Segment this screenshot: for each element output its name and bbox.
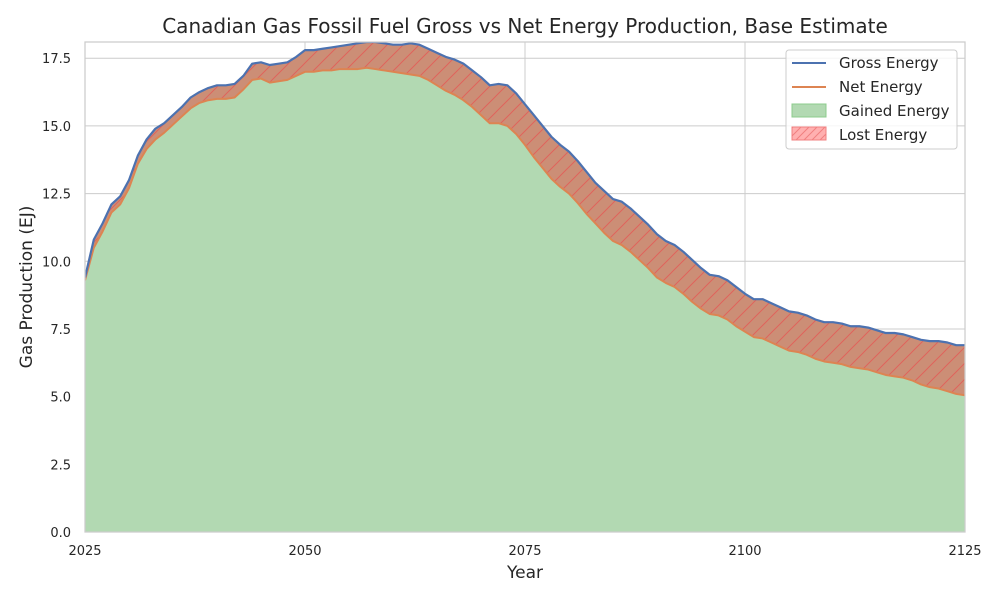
y-tick-label: 12.5 xyxy=(42,188,71,203)
y-tick-label: 2.5 xyxy=(50,458,71,473)
x-axis-label: Year xyxy=(506,563,543,583)
area-layer xyxy=(85,42,965,532)
y-axis-label: Gas Production (EJ) xyxy=(17,206,37,369)
legend-net-label: Net Energy xyxy=(839,78,923,96)
y-tick-label: 10.0 xyxy=(42,255,71,270)
line-layer xyxy=(85,42,965,397)
gained-energy-area xyxy=(85,67,965,532)
y-tick-label: 17.5 xyxy=(42,52,71,67)
tick-labels: 2025 2050 2075 2100 2125 0.0 2.5 5.0 7.5 10.0 12.5… xyxy=(42,52,982,559)
x-tick-label: 2075 xyxy=(508,544,541,559)
gross-energy-line xyxy=(85,42,965,347)
x-tick-label: 2050 xyxy=(288,544,321,559)
x-tick-label: 2100 xyxy=(728,544,761,559)
y-tick-label: 0.0 xyxy=(50,526,71,541)
y-tick-label: 7.5 xyxy=(50,323,71,338)
x-tick-label: 2125 xyxy=(948,544,981,559)
y-tick-label: 5.0 xyxy=(50,391,71,406)
legend: Gross Energy Net Energy Gained Energy Lo… xyxy=(785,49,958,150)
legend-box xyxy=(785,49,958,150)
legend-gained-label: Gained Energy xyxy=(839,102,950,120)
legend-gained-swatch-icon xyxy=(791,103,827,118)
net-energy-line xyxy=(85,66,965,397)
legend-lost-hatch-icon xyxy=(792,127,826,140)
chart-title: Canadian Gas Fossil Fuel Gross vs Net En… xyxy=(162,14,888,38)
lost-energy-hatch xyxy=(85,42,965,396)
legend-gross-label: Gross Energy xyxy=(839,54,939,72)
x-tick-label: 2025 xyxy=(68,544,101,559)
legend-lost-label: Lost Energy xyxy=(839,126,927,144)
y-tick-label: 15.0 xyxy=(42,120,71,135)
plot-frame xyxy=(84,41,966,533)
